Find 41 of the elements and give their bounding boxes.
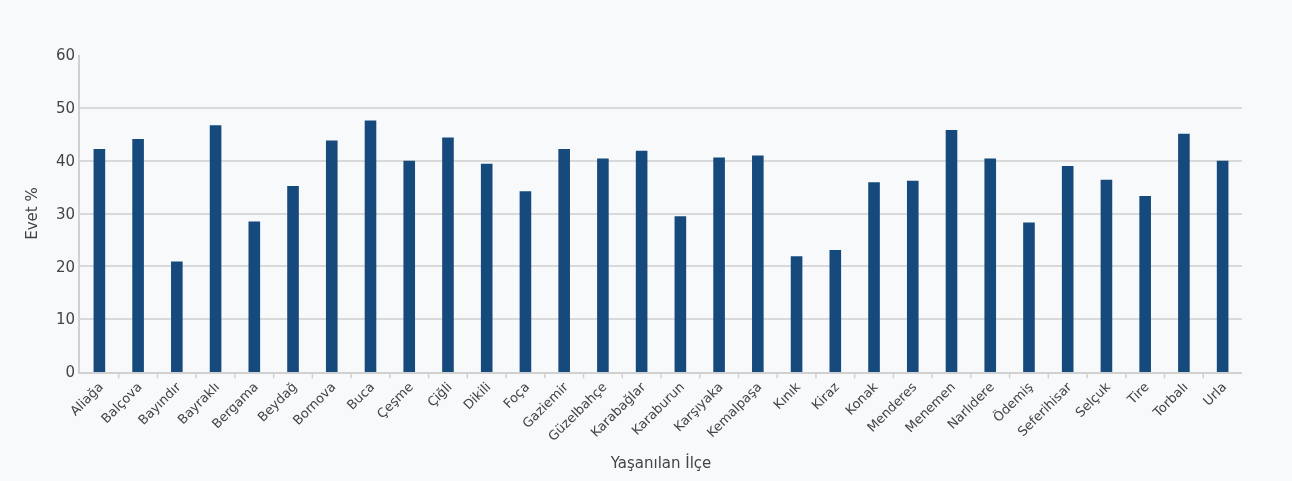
- bar: [209, 125, 222, 372]
- bar: [635, 150, 648, 372]
- bar: [1023, 222, 1035, 372]
- bar: [597, 158, 609, 372]
- y-tick-label: 20: [55, 257, 75, 276]
- bar: [752, 155, 764, 372]
- bar: [945, 130, 958, 372]
- bar: [442, 137, 454, 372]
- bar: [93, 149, 106, 372]
- bar: [906, 180, 919, 372]
- bar: [713, 157, 725, 372]
- y-tick-label: 30: [55, 204, 75, 223]
- y-tick-label: 40: [55, 151, 75, 170]
- bar: [480, 163, 493, 372]
- bar: [519, 191, 532, 372]
- bar: [674, 216, 687, 372]
- bar: [325, 140, 338, 372]
- bar: [248, 221, 261, 372]
- bar: [558, 149, 570, 372]
- bar: [868, 182, 880, 372]
- bar: [287, 186, 299, 372]
- x-tick-label: Tire: [1123, 379, 1152, 408]
- y-tick-label: 10: [55, 310, 75, 329]
- y-axis-title: Evet %: [22, 187, 41, 240]
- bar: [1178, 133, 1190, 372]
- x-tick-label: Urla: [1200, 379, 1230, 409]
- bar: [171, 261, 183, 372]
- bar: [364, 120, 377, 372]
- bar: [1100, 179, 1113, 372]
- y-tick-label: 50: [55, 99, 75, 118]
- y-tick-label: 0: [65, 363, 75, 382]
- x-axis-title: Yaşanılan İlçe: [609, 453, 712, 473]
- bar: [1061, 165, 1074, 372]
- bar: [1216, 160, 1229, 372]
- bar: [829, 249, 842, 372]
- y-tick-label: 60: [55, 46, 75, 65]
- bar: [403, 160, 416, 372]
- bar: [1139, 196, 1151, 372]
- bar: [984, 158, 997, 372]
- bar: [132, 139, 144, 372]
- bar: [790, 256, 803, 372]
